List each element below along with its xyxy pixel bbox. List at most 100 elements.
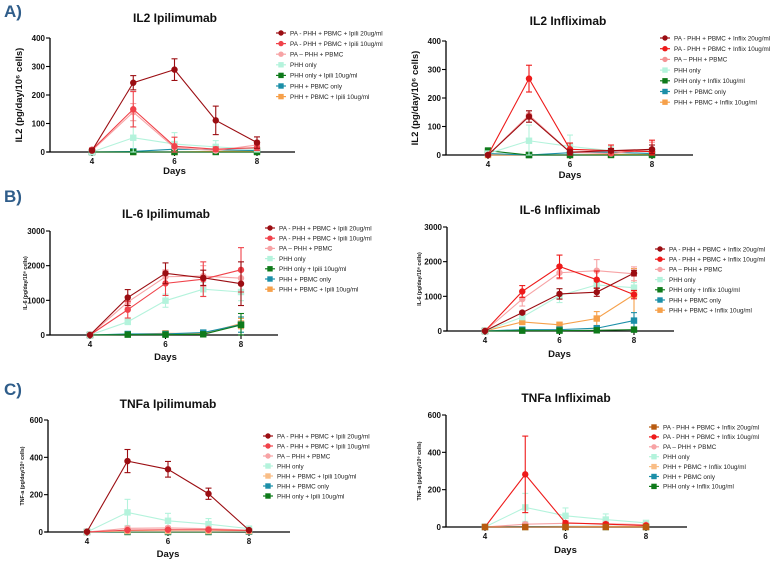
legend-label: PA - PHH + PBMC + Ipili 20ug/ml [290, 30, 383, 37]
data-point [86, 331, 94, 339]
legend-label: PA - PHH + PBMC + Ipili 20ug/ml [279, 225, 372, 232]
legend-marker [662, 88, 668, 95]
legend-item: PA - PHH + PBMC + Inflix 10ug/ml [655, 256, 765, 264]
legend-item: PA - PHH + PBMC + Ipili 20ug/ml [265, 225, 372, 232]
legend-label: PHH only + Inflix 10ug/ml [663, 484, 734, 491]
data-point [237, 321, 245, 329]
legend-item: PA – PHH + PBMC [276, 51, 344, 59]
series-0 [484, 110, 656, 159]
data-point [88, 147, 96, 154]
legend-label: PHH + PBMC only [277, 483, 330, 490]
legend-item: PHH + PBMC + Inflix 10ug/ml [649, 463, 746, 471]
legend-label: PHH only [290, 62, 317, 69]
legend-marker [267, 225, 273, 231]
chart-tnfa-infliximab: TNFa Infliximab 0 200 400 600 4 6 8 Days TNF-a (p… [417, 391, 759, 556]
legend-item: PHH + PBMC + Inflix 10ug/ml [655, 307, 752, 315]
legend: PA - PHH + PBMC + Inflix 20ug/ml PA - PHH… [649, 424, 759, 491]
y-tick-label: 2000 [27, 262, 45, 271]
y-tick-label: 0 [437, 151, 442, 160]
x-tick-label: 6 [166, 537, 171, 546]
section-label-c: C) [4, 380, 22, 399]
y-tick-label: 300 [32, 63, 46, 72]
chart-title: IL2 Infliximab [530, 14, 607, 28]
y-axis-label: TNF-a (pg/day/10⁶ cells) [20, 446, 26, 505]
legend-label: PHH + PBMC + Ipili 10ug/ml [277, 473, 356, 480]
y-tick-label: 3000 [424, 223, 442, 232]
legend-item: PA - PHH + PBMC + Inflix 10ug/ml [660, 46, 770, 53]
legend-item: PHH only + Inflix 10ug/ml [649, 483, 734, 491]
series-1 [481, 254, 638, 335]
legend-item: PHH only + Inflix 10ug/ml [655, 287, 740, 294]
y-tick-label: 1000 [424, 292, 442, 301]
data-point [124, 526, 131, 534]
data-point [642, 523, 650, 531]
legend-marker [267, 286, 273, 292]
x-tick-label: 6 [557, 336, 562, 345]
legend-label: PHH only + Ipili 10ug/ml [290, 73, 357, 80]
legend-marker [267, 255, 273, 262]
legend-item: PHH only [263, 463, 304, 470]
y-tick-label: 2000 [424, 258, 442, 267]
chart-tnfa-ipilimumab: TNFa Ipilimumab 0 200 400 600 4 6 8 Days TNF-a (p… [20, 397, 370, 560]
data-point [124, 331, 131, 338]
legend-label: PHH only + Ipili 10ug/ml [277, 493, 344, 500]
legend-item: PHH only + Ipili 10ug/ml [276, 72, 357, 80]
data-point [205, 490, 212, 497]
data-point [83, 528, 91, 535]
legend-label: PA – PHH + PBMC [669, 267, 723, 274]
legend-label: PHH only + Ipili 10ug/ml [279, 266, 346, 273]
legend-item: PHH + PBMC + Ipili 10ug/ml [265, 286, 358, 294]
y-tick-label: 200 [30, 491, 44, 500]
data-point [525, 75, 533, 82]
legend-item: PA – PHH + PBMC [655, 266, 723, 274]
legend-label: PHH only [674, 67, 701, 74]
legend-label: PHH only + Inflix 10ug/ml [669, 287, 740, 294]
x-tick-label: 8 [650, 160, 655, 169]
legend-item: PA - PHH + PBMC + Inflix 20ug/ml [649, 424, 759, 431]
legend-marker [265, 483, 271, 489]
x-tick-label: 4 [483, 532, 488, 541]
legend-marker [657, 276, 663, 283]
section-label-a: A) [4, 2, 22, 21]
legend-label: PA – PHH + PBMC [279, 246, 333, 253]
legend-marker [651, 454, 657, 460]
legend-label: PA - PHH + PBMC + Inflix 20ug/ml [663, 424, 759, 431]
legend-marker [657, 246, 663, 252]
legend: PA - PHH + PBMC + Inflix 20ug/ml PA - PHH… [655, 246, 765, 315]
legend-marker [278, 51, 284, 57]
legend-item: PHH + PBMC only [265, 276, 332, 283]
legend-marker [651, 483, 657, 490]
legend-marker [265, 453, 271, 459]
y-tick-label: 1000 [27, 296, 45, 305]
legend-marker [265, 473, 271, 479]
data-point [481, 327, 489, 335]
legend: PA - PHH + PBMC + Ipili 20ug/ml PA - PHH … [265, 225, 372, 294]
series-1 [86, 247, 245, 339]
legend-marker [278, 30, 284, 36]
data-point [171, 143, 178, 150]
data-point [164, 526, 172, 533]
legend-marker [657, 256, 663, 262]
legend-item: PHH + PBMC + Ipili 10ug/ml [263, 473, 356, 480]
legend-marker [267, 235, 273, 241]
data-point [245, 526, 253, 534]
y-tick-label: 0 [437, 523, 442, 532]
chart-il2-infliximab: IL2 Infliximab 0 100 200 300 400 4 6 8 Days IL2 (p… [410, 14, 770, 181]
chart-title: TNFa Ipilimumab [120, 397, 217, 411]
data-point [562, 523, 569, 531]
data-point [205, 520, 212, 528]
legend-item: PHH + PBMC only [655, 297, 722, 304]
data-point [593, 315, 600, 322]
data-point [602, 516, 609, 523]
legend-item: PHH only [655, 276, 696, 284]
y-tick-label: 400 [30, 453, 44, 462]
legend-label: PHH + PBMC + Inflix 10ug/ml [674, 100, 757, 107]
x-tick-label: 4 [85, 537, 90, 546]
data-point [162, 270, 169, 277]
legend-label: PHH + PBMC only [674, 89, 727, 96]
y-tick-label: 0 [39, 528, 44, 537]
chart-title: IL-6 Infliximab [520, 203, 601, 217]
legend-label: PA - PHH + PBMC + Ipili 10ug/ml [279, 236, 372, 243]
chart-il6-infliximab: IL-6 Infliximab 0 1000 2000 3000 4 6 8 Days IL-6 … [417, 203, 765, 360]
x-tick-label: 4 [483, 336, 488, 345]
